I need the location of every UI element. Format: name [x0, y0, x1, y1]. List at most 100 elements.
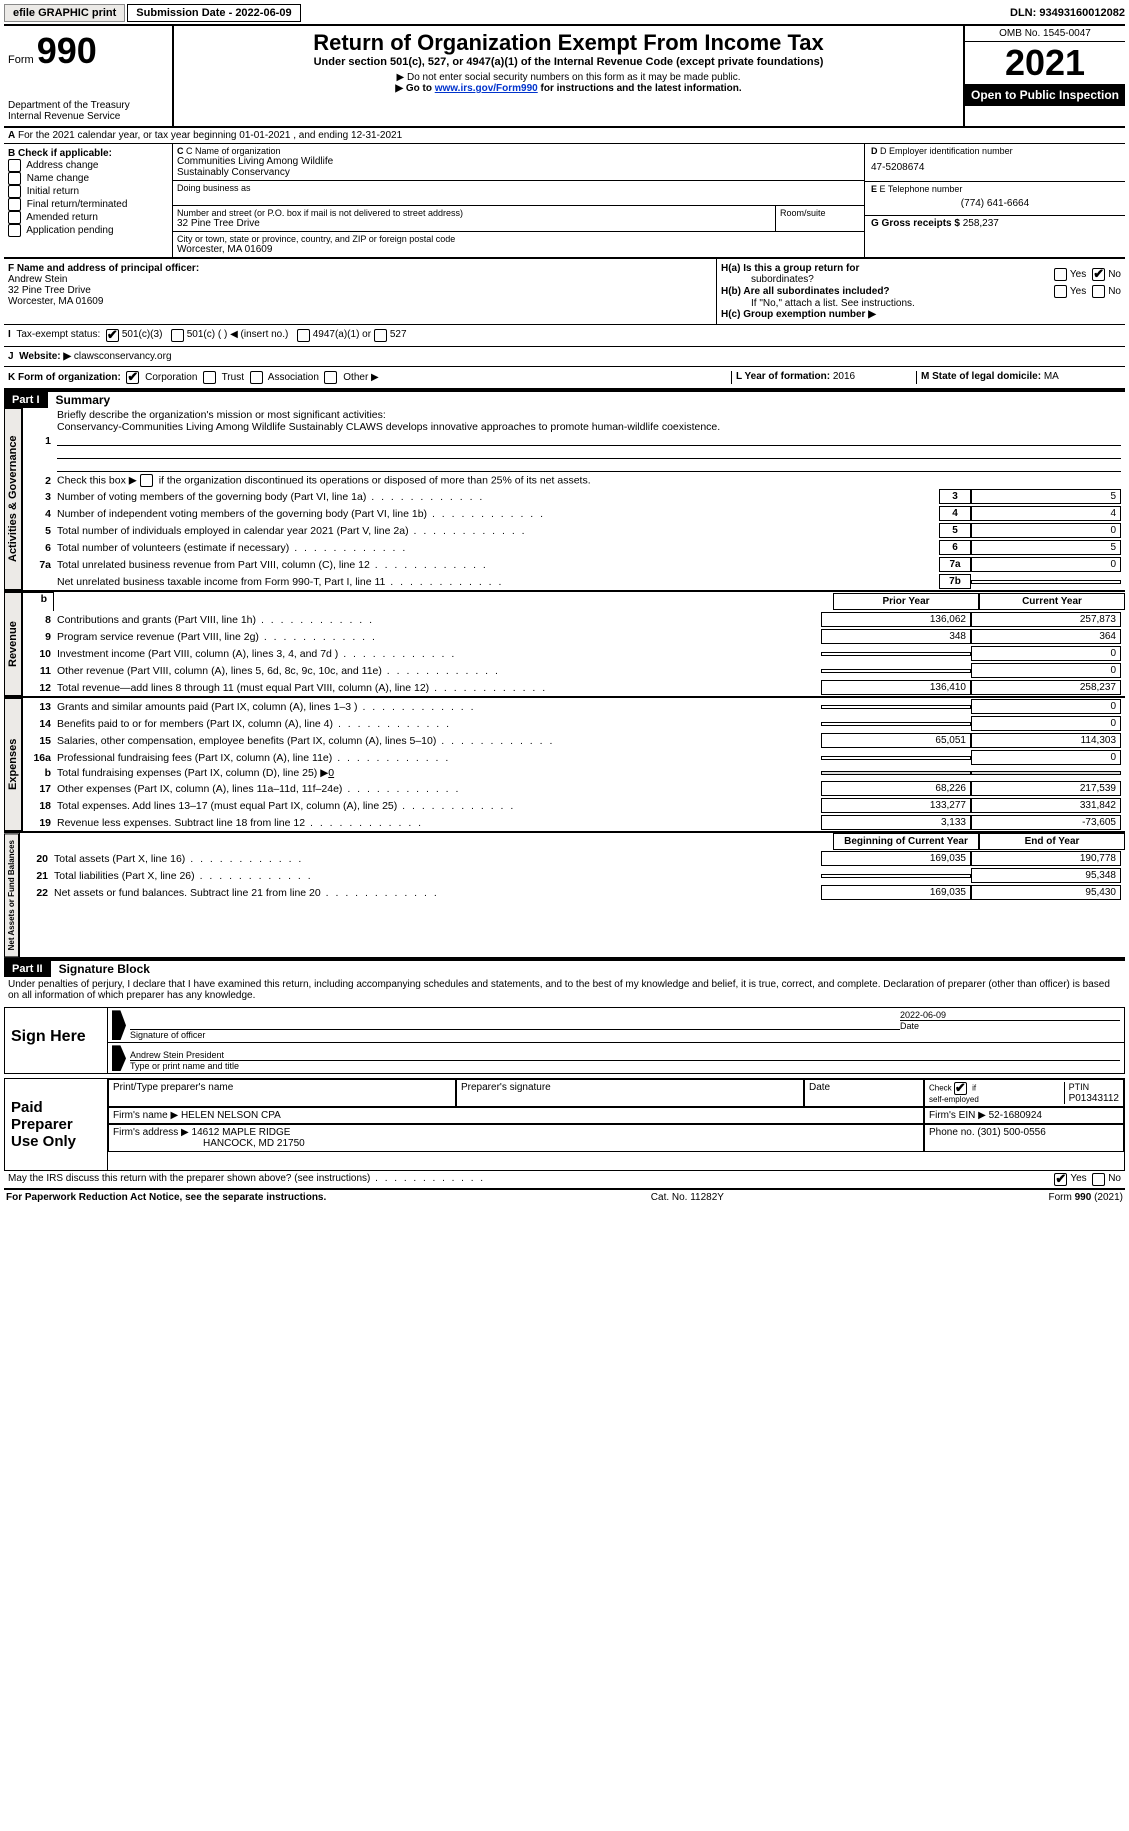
- officer-addr2: Worcester, MA 01609: [8, 296, 712, 307]
- 501c-checkbox[interactable]: [171, 329, 184, 342]
- declaration-text: Under penalties of perjury, I declare th…: [4, 977, 1125, 1003]
- irs-link[interactable]: www.irs.gov/Form990: [435, 83, 538, 94]
- goto-suffix: for instructions and the latest informat…: [541, 83, 742, 94]
- dept-treasury: Department of the Treasury: [8, 100, 168, 111]
- trust-checkbox[interactable]: [203, 371, 216, 384]
- corp-checkbox[interactable]: [126, 371, 139, 384]
- l2-checkbox[interactable]: [140, 474, 153, 487]
- firm-ein-label: Firm's EIN ▶: [929, 1110, 986, 1121]
- paperwork-notice: For Paperwork Reduction Act Notice, see …: [6, 1192, 326, 1203]
- table-row: 17Other expenses (Part IX, column (A), l…: [23, 780, 1125, 797]
- sig-date-value: 2022-06-09: [900, 1010, 1120, 1020]
- firm-phone-label: Phone no.: [929, 1127, 975, 1138]
- dln-number: DLN: 93493160012082: [1010, 7, 1125, 19]
- website-value: clawsconservancy.org: [74, 351, 172, 362]
- firm-ein-value: 52-1680924: [989, 1110, 1042, 1121]
- discuss-yes-checkbox[interactable]: [1054, 1173, 1067, 1186]
- part-1-header: Part I Summary: [4, 390, 1125, 408]
- form-org-label: K Form of organization:: [8, 372, 121, 383]
- ein-label: D D Employer identification number: [871, 146, 1119, 156]
- hc-label: H(c) Group exemption number ▶: [721, 309, 1121, 320]
- sign-here-label: Sign Here: [5, 1008, 108, 1073]
- prep-date-label: Date: [804, 1079, 924, 1107]
- col-begin-year: Beginning of Current Year: [833, 833, 979, 850]
- vtab-governance: Activities & Governance: [4, 408, 22, 590]
- hb-yes-checkbox[interactable]: [1054, 285, 1067, 298]
- state-domicile-value: MA: [1044, 371, 1059, 382]
- ha-yes-checkbox[interactable]: [1054, 268, 1067, 281]
- 527-checkbox[interactable]: [374, 329, 387, 342]
- l1-label: Briefly describe the organization's miss…: [57, 409, 386, 421]
- section-expenses: Expenses 13Grants and similar amounts pa…: [4, 698, 1125, 833]
- 4947-checkbox[interactable]: [297, 329, 310, 342]
- part-1-tab: Part I: [4, 392, 48, 408]
- room-label: Room/suite: [780, 208, 860, 218]
- boxb-checkbox[interactable]: [8, 224, 21, 237]
- l2-text2: if the organization discontinued its ope…: [159, 474, 591, 486]
- assoc-label: Association: [268, 372, 319, 383]
- discuss-no-checkbox[interactable]: [1092, 1173, 1105, 1186]
- hb-no-checkbox[interactable]: [1092, 285, 1105, 298]
- other-checkbox[interactable]: [324, 371, 337, 384]
- state-domicile-label: M State of legal domicile:: [921, 371, 1041, 382]
- boxb-checkbox[interactable]: [8, 185, 21, 198]
- vtab-net-assets: Net Assets or Fund Balances: [4, 833, 19, 957]
- sign-here-block: Sign Here Signature of officer 2022-06-0…: [4, 1007, 1125, 1074]
- ha-no-checkbox[interactable]: [1092, 268, 1105, 281]
- org-name-2: Sustainably Conservancy: [177, 167, 860, 178]
- 501c3-checkbox[interactable]: [106, 329, 119, 342]
- phone-label: E E Telephone number: [871, 184, 1119, 194]
- l1-text: Conservancy-Communities Living Among Wil…: [57, 421, 720, 433]
- dba-label: Doing business as: [177, 183, 860, 193]
- officer-group-block: F Name and address of principal officer:…: [4, 259, 1125, 325]
- part-2-tab: Part II: [4, 961, 51, 977]
- table-row: 12Total revenue—add lines 8 through 11 (…: [23, 679, 1125, 696]
- typed-name-value: Andrew Stein President: [130, 1050, 1120, 1060]
- form-org-row: K Form of organization: Corporation Trus…: [4, 367, 1125, 390]
- table-row: 21Total liabilities (Part X, line 26)95,…: [20, 867, 1125, 884]
- officer-addr1: 32 Pine Tree Drive: [8, 285, 712, 296]
- gross-receipts-value: 258,237: [963, 218, 999, 229]
- yes-label: Yes: [1070, 269, 1086, 280]
- boxb-checkbox[interactable]: [8, 159, 21, 172]
- boxb-checkbox[interactable]: [8, 172, 21, 185]
- prep-name-label: Print/Type preparer's name: [108, 1079, 456, 1107]
- table-row: 19Revenue less expenses. Subtract line 1…: [23, 814, 1125, 831]
- efile-button[interactable]: efile GRAPHIC print: [4, 4, 125, 22]
- typed-name-label: Type or print name and title: [130, 1060, 1120, 1071]
- year-formation-label: L Year of formation:: [736, 371, 830, 382]
- open-to-public: Open to Public Inspection: [965, 84, 1125, 106]
- table-row: 6Total number of volunteers (estimate if…: [23, 539, 1125, 556]
- gross-receipts-label: G Gross receipts $: [871, 218, 960, 229]
- table-row: 8Contributions and grants (Part VIII, li…: [23, 611, 1125, 628]
- boxb-option: Application pending: [8, 224, 168, 237]
- 501c-label: 501(c) ( ) ◀ (insert no.): [187, 329, 289, 342]
- year-formation-value: 2016: [833, 371, 855, 382]
- cat-number: Cat. No. 11282Y: [651, 1192, 724, 1203]
- table-row: 14Benefits paid to or for members (Part …: [23, 715, 1125, 732]
- col-end-year: End of Year: [979, 833, 1125, 850]
- boxb-checkbox[interactable]: [8, 198, 21, 211]
- form-subtitle: Under section 501(c), 527, or 4947(a)(1)…: [178, 56, 959, 68]
- street-address: 32 Pine Tree Drive: [177, 218, 771, 229]
- submission-date: Submission Date - 2022-06-09: [127, 4, 300, 22]
- boxb-option: Amended return: [8, 211, 168, 224]
- table-row: 18Total expenses. Add lines 13–17 (must …: [23, 797, 1125, 814]
- website-label: Website: ▶: [19, 351, 71, 362]
- city-label: City or town, state or province, country…: [177, 234, 860, 244]
- street-label: Number and street (or P.O. box if mail i…: [177, 208, 771, 218]
- table-row: bTotal fundraising expenses (Part IX, co…: [23, 766, 1125, 780]
- boxb-option: Initial return: [8, 185, 168, 198]
- officer-label: F Name and address of principal officer:: [8, 263, 712, 274]
- goto-prefix: ▶ Go to: [395, 83, 434, 94]
- self-employed-checkbox[interactable]: [954, 1082, 967, 1095]
- boxb-option: Final return/terminated: [8, 198, 168, 211]
- 501c3-label: 501(c)(3): [122, 329, 163, 342]
- section-revenue: Revenue b Prior Year Current Year 8Contr…: [4, 592, 1125, 698]
- row-a-calendar-year: A For the 2021 calendar year, or tax yea…: [4, 128, 1125, 144]
- corp-label: Corporation: [145, 372, 197, 383]
- boxb-checkbox[interactable]: [8, 211, 21, 224]
- page-footer: For Paperwork Reduction Act Notice, see …: [4, 1190, 1125, 1205]
- part-2-header: Part II Signature Block: [4, 959, 1125, 977]
- assoc-checkbox[interactable]: [250, 371, 263, 384]
